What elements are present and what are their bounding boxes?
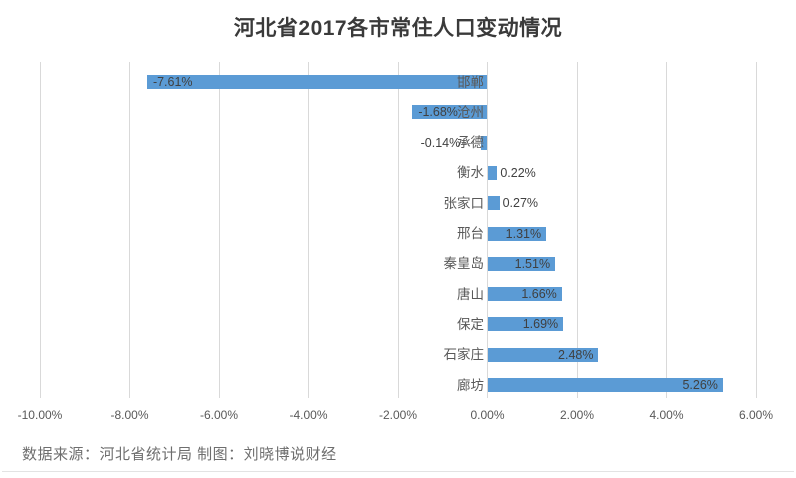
x-tick-label: -4.00% — [289, 408, 328, 422]
leader-line — [462, 142, 480, 144]
data-label: 1.66% — [521, 287, 557, 302]
bar — [487, 165, 498, 180]
x-tick-label: 4.00% — [649, 408, 684, 422]
data-label: 5.26% — [682, 378, 718, 392]
x-tick-label: -8.00% — [110, 408, 149, 422]
category-label: 衡水 — [457, 165, 484, 181]
data-label: -0.14% — [420, 135, 461, 150]
category-label: 石家庄 — [443, 347, 485, 363]
x-tick-label: 6.00% — [738, 408, 774, 422]
category-label: 邢台 — [457, 226, 484, 241]
gridline — [666, 62, 667, 398]
category-label: 秦皇岛 — [443, 256, 485, 272]
gridline — [218, 62, 220, 398]
source-note: 数据来源：河北省统计局 制图：刘晓博说财经 — [22, 446, 337, 463]
data-label: 1.69% — [522, 317, 559, 332]
x-tick-label: 0.00% — [470, 408, 505, 422]
bar — [487, 196, 500, 211]
data-label: 0.27% — [502, 196, 539, 211]
gridline — [576, 62, 578, 398]
data-label: -7.61% — [152, 75, 193, 89]
bar — [481, 135, 488, 150]
gridline — [129, 62, 130, 398]
category-label: 廊坊 — [457, 377, 484, 393]
data-label: -1.68% — [418, 105, 458, 120]
data-label: 1.51% — [514, 256, 551, 271]
bar — [146, 75, 488, 89]
bar — [487, 347, 599, 362]
bar — [487, 378, 723, 392]
data-label: 2.48% — [558, 347, 594, 362]
category-label: 邯郸 — [457, 74, 484, 90]
category-label: 保定 — [457, 316, 484, 332]
gridline — [755, 62, 757, 398]
data-label: 0.22% — [500, 165, 536, 180]
bar — [487, 226, 547, 241]
bar — [412, 105, 488, 120]
gridline — [308, 62, 309, 398]
x-tick-label: -10.00% — [17, 408, 63, 422]
x-tick-label: -2.00% — [378, 408, 418, 422]
category-label: 张家口 — [443, 195, 485, 211]
chart-title: 河北省2017各市常住人口变动情况 — [233, 17, 563, 40]
category-label: 唐山 — [457, 286, 484, 302]
card-bottom-divider — [2, 471, 794, 472]
x-tick-label: 2.00% — [559, 408, 595, 422]
category-label: 沧州 — [457, 104, 484, 120]
bar — [487, 287, 562, 302]
gridline — [39, 62, 41, 398]
gridline — [397, 62, 399, 398]
data-label: 1.31% — [505, 226, 542, 241]
bar — [487, 256, 556, 271]
bar — [487, 317, 564, 332]
x-tick-label: -6.00% — [199, 408, 239, 422]
